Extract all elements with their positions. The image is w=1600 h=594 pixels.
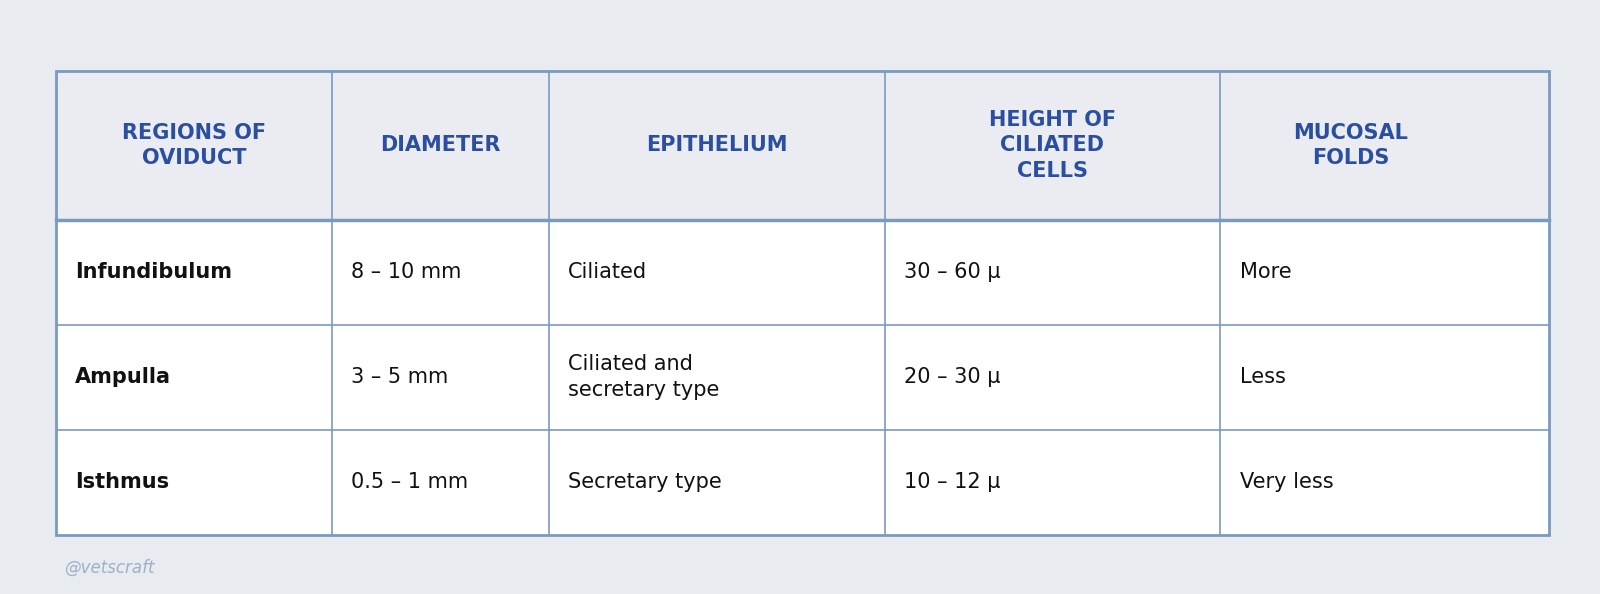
Text: More: More xyxy=(1240,262,1291,282)
Bar xyxy=(56,71,1549,535)
Bar xyxy=(56,71,1549,535)
Text: 30 – 60 μ: 30 – 60 μ xyxy=(904,262,1000,282)
Text: Ciliated and
secretary type: Ciliated and secretary type xyxy=(568,354,718,400)
Text: DIAMETER: DIAMETER xyxy=(381,135,501,156)
Text: 10 – 12 μ: 10 – 12 μ xyxy=(904,472,1000,492)
Text: Infundibulum: Infundibulum xyxy=(75,262,232,282)
Text: EPITHELIUM: EPITHELIUM xyxy=(646,135,787,156)
Text: Ampulla: Ampulla xyxy=(75,367,171,387)
Text: 20 – 30 μ: 20 – 30 μ xyxy=(904,367,1000,387)
Text: Less: Less xyxy=(1240,367,1285,387)
Text: Ciliated: Ciliated xyxy=(568,262,646,282)
Text: 8 – 10 mm: 8 – 10 mm xyxy=(352,262,462,282)
Text: HEIGHT OF
CILIATED
CELLS: HEIGHT OF CILIATED CELLS xyxy=(989,110,1117,181)
Text: MUCOSAL
FOLDS: MUCOSAL FOLDS xyxy=(1293,122,1408,168)
Text: 0.5 – 1 mm: 0.5 – 1 mm xyxy=(352,472,469,492)
Text: @vetscraft: @vetscraft xyxy=(64,558,155,576)
Text: Very less: Very less xyxy=(1240,472,1333,492)
Text: REGIONS OF
OVIDUCT: REGIONS OF OVIDUCT xyxy=(122,122,266,168)
Text: 3 – 5 mm: 3 – 5 mm xyxy=(352,367,448,387)
Bar xyxy=(56,71,1549,220)
Text: Secretary type: Secretary type xyxy=(568,472,722,492)
Text: Isthmus: Isthmus xyxy=(75,472,170,492)
